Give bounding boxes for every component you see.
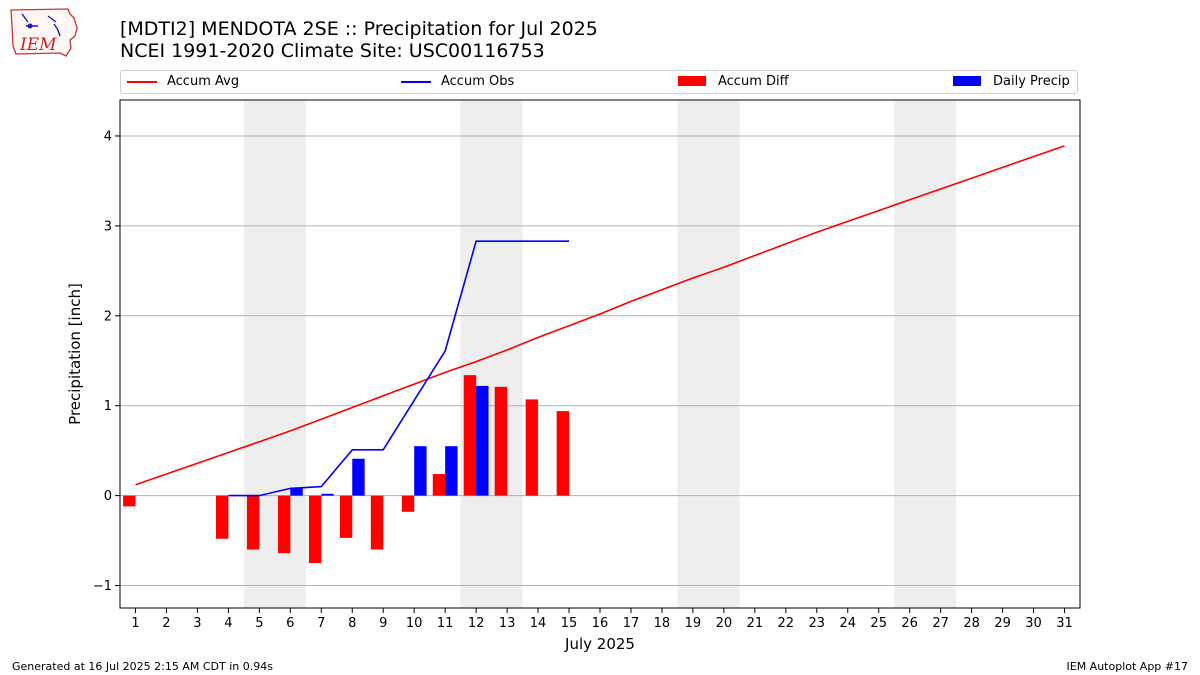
x-tick-label: 29 <box>994 616 1011 631</box>
x-tick-label: 5 <box>255 616 263 631</box>
legend-label-accum-obs: Accum Obs <box>441 74 515 89</box>
x-tick-label: 18 <box>654 616 671 631</box>
x-tick-label: 6 <box>286 616 294 631</box>
x-tick-label: 21 <box>747 616 764 631</box>
x-tick-label: 22 <box>778 616 795 631</box>
gauge-dot-icon <box>27 23 33 29</box>
x-tick-label: 8 <box>348 616 356 631</box>
x-tick-label: 25 <box>870 616 887 631</box>
x-tick-label: 9 <box>379 616 387 631</box>
x-tick-label: 11 <box>437 616 454 631</box>
daily-precip-bar <box>476 385 489 496</box>
y-tick-label: −1 <box>93 579 112 594</box>
x-tick-label: 7 <box>317 616 325 631</box>
x-tick-label: 13 <box>499 616 516 631</box>
accum-diff-bar <box>494 386 508 496</box>
legend: Accum Avg Accum Obs Accum Diff Daily Pre… <box>120 70 1078 94</box>
accum-avg-line <box>135 145 1065 486</box>
x-tick-label: 31 <box>1056 616 1073 631</box>
x-tick-label: 14 <box>530 616 547 631</box>
daily-precip-bar <box>352 458 365 496</box>
chart-subtitle: NCEI 1991-2020 Climate Site: USC00116753 <box>120 40 545 62</box>
y-tick-label: 4 <box>104 129 112 144</box>
accum-diff-bar <box>339 495 353 538</box>
weekend-band <box>460 100 523 608</box>
accum-diff-bar <box>401 495 415 512</box>
iem-logo: IEM <box>10 8 78 57</box>
weekend-band <box>894 100 957 608</box>
y-tick-label: 2 <box>104 309 112 324</box>
accum-diff-bar <box>277 495 291 554</box>
accum-diff-bar <box>432 474 446 496</box>
y-tick-label: 3 <box>104 219 112 234</box>
y-tick-label: 0 <box>104 489 112 504</box>
x-tick-label: 12 <box>468 616 485 631</box>
x-tick-label: 30 <box>1025 616 1042 631</box>
accum-diff-bar <box>370 495 384 550</box>
x-tick-label: 1 <box>131 616 139 631</box>
accum-diff-bar <box>308 495 322 564</box>
legend-label-accum-avg: Accum Avg <box>167 74 240 89</box>
legend-label-daily-precip: Daily Precip <box>993 74 1070 89</box>
accum-diff-bar <box>556 411 570 496</box>
legend-swatch-accum-obs <box>401 81 431 83</box>
x-tick-label: 28 <box>963 616 980 631</box>
x-tick-label: 16 <box>592 616 609 631</box>
legend-swatch-accum-diff <box>678 76 706 86</box>
accum-diff-bar <box>525 399 539 496</box>
logo-text: IEM <box>19 35 57 55</box>
legend-swatch-daily-precip <box>953 76 981 86</box>
accum-diff-bar <box>463 375 477 496</box>
accum-diff-bar <box>216 495 229 539</box>
footer-generated-text: Generated at 16 Jul 2025 2:15 AM CDT in … <box>12 660 273 673</box>
accum-obs-line <box>228 240 569 497</box>
weekend-band <box>677 100 740 608</box>
legend-label-accum-diff: Accum Diff <box>718 74 789 89</box>
x-tick-label: 15 <box>561 616 578 631</box>
accum-diff-bar <box>246 495 260 550</box>
x-tick-label: 27 <box>932 616 949 631</box>
daily-precip-bar <box>290 488 303 496</box>
x-axis-label: July 2025 <box>564 635 635 653</box>
x-tick-label: 10 <box>406 616 423 631</box>
accum-diff-bar <box>123 495 136 507</box>
daily-precip-bar <box>414 446 427 496</box>
daily-precip-bar <box>321 493 334 496</box>
footer-app-text: IEM Autoplot App #17 <box>1066 660 1189 673</box>
x-tick-label: 19 <box>685 616 702 631</box>
legend-swatch-accum-avg <box>127 81 157 83</box>
x-tick-label: 26 <box>901 616 918 631</box>
y-axis-label: Precipitation [inch] <box>66 283 84 425</box>
y-tick-label: 1 <box>104 399 112 414</box>
x-tick-label: 4 <box>224 616 232 631</box>
x-tick-label: 20 <box>716 616 733 631</box>
x-tick-label: 2 <box>162 616 170 631</box>
daily-precip-bar <box>445 446 458 496</box>
x-tick-label: 24 <box>839 616 856 631</box>
x-tick-label: 17 <box>623 616 640 631</box>
x-tick-label: 3 <box>193 616 201 631</box>
chart-title: [MDTI2] MENDOTA 2SE :: Precipitation for… <box>120 18 598 40</box>
x-tick-label: 23 <box>809 616 826 631</box>
